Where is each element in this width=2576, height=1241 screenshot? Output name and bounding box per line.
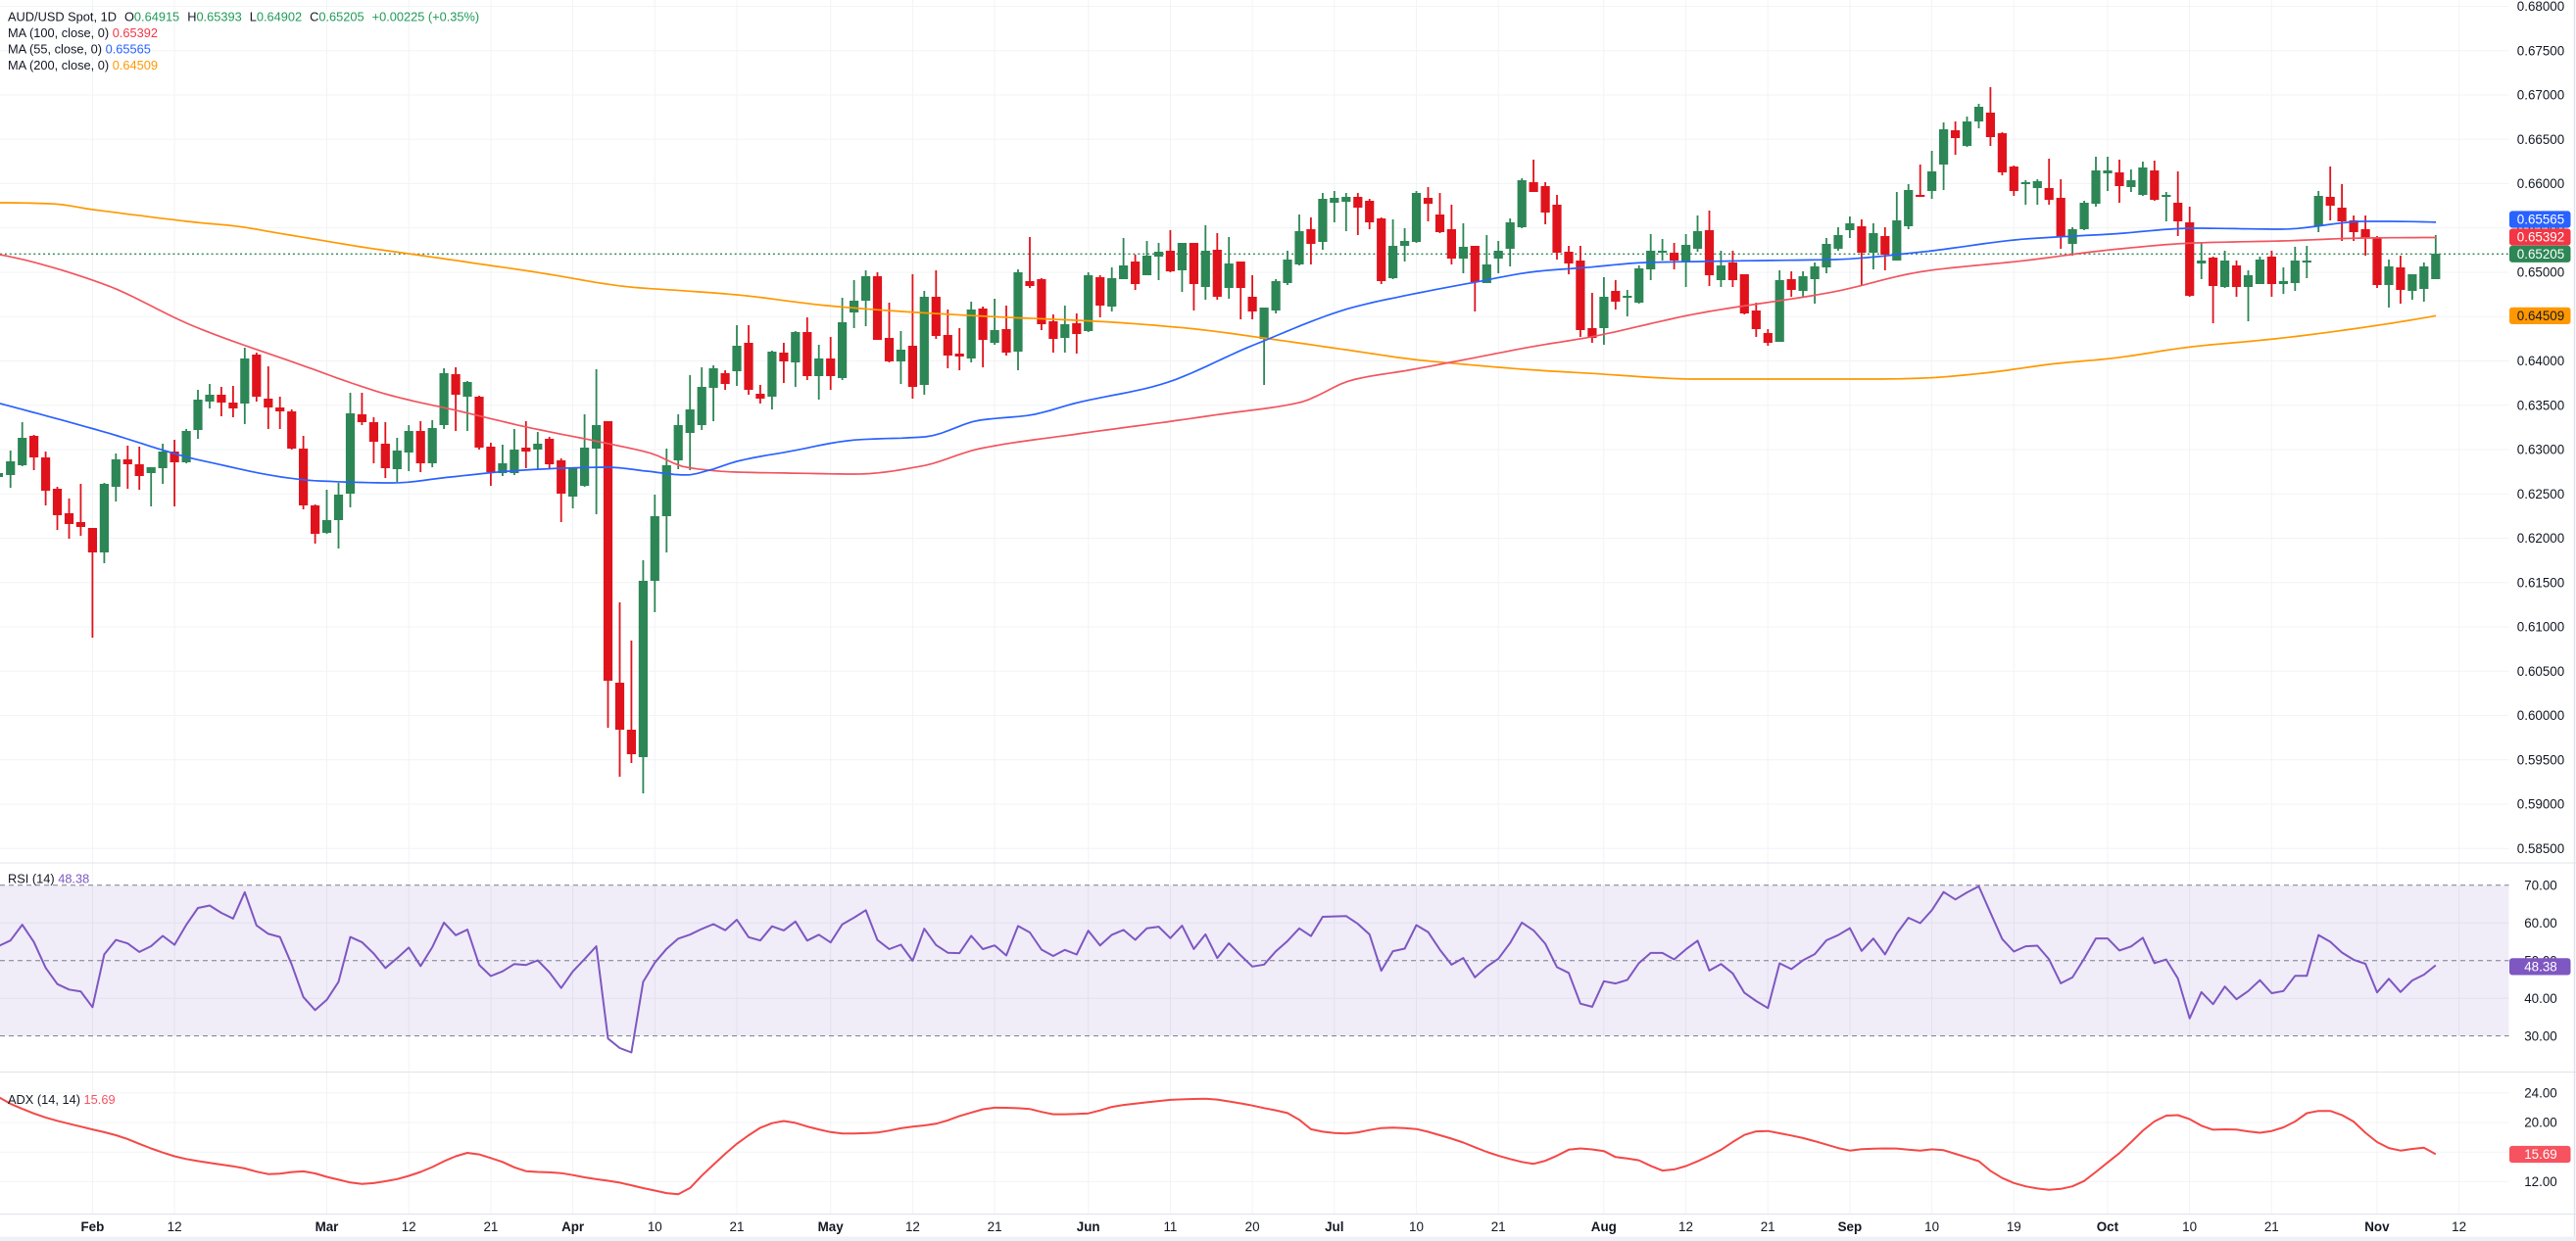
- svg-text:15.69: 15.69: [2524, 1147, 2557, 1162]
- svg-text:0.62500: 0.62500: [2517, 487, 2564, 501]
- svg-text:Oct: Oct: [2097, 1219, 2119, 1234]
- svg-text:RSI (14) 48.38: RSI (14) 48.38: [8, 872, 89, 886]
- svg-text:0.67000: 0.67000: [2517, 88, 2564, 103]
- svg-text:21: 21: [988, 1219, 1002, 1234]
- svg-text:MA (55, close, 0) 0.65565: MA (55, close, 0) 0.65565: [8, 42, 151, 57]
- svg-text:12: 12: [402, 1219, 416, 1234]
- svg-text:0.59500: 0.59500: [2517, 753, 2564, 768]
- svg-text:19: 19: [2007, 1219, 2021, 1234]
- svg-text:Apr: Apr: [561, 1219, 585, 1234]
- svg-text:12.00: 12.00: [2524, 1174, 2557, 1189]
- svg-text:12: 12: [2452, 1219, 2466, 1234]
- svg-text:0.60000: 0.60000: [2517, 708, 2564, 723]
- svg-text:21: 21: [730, 1219, 745, 1234]
- svg-text:0.60500: 0.60500: [2517, 664, 2564, 679]
- svg-text:70.00: 70.00: [2524, 879, 2557, 893]
- svg-text:12: 12: [1678, 1219, 1693, 1234]
- svg-text:21: 21: [483, 1219, 498, 1234]
- svg-text:MA (200, close, 0) 0.64509: MA (200, close, 0) 0.64509: [8, 58, 158, 72]
- svg-text:0.62000: 0.62000: [2517, 531, 2564, 546]
- svg-text:12: 12: [905, 1219, 920, 1234]
- svg-text:0.61000: 0.61000: [2517, 620, 2564, 635]
- svg-text:0.67500: 0.67500: [2517, 44, 2564, 59]
- svg-text:0.59000: 0.59000: [2517, 797, 2564, 812]
- svg-text:48.38: 48.38: [2524, 960, 2557, 975]
- svg-text:10: 10: [648, 1219, 662, 1234]
- svg-text:MA (100, close, 0) 0.65392: MA (100, close, 0) 0.65392: [8, 25, 158, 40]
- svg-text:0.64509: 0.64509: [2517, 309, 2564, 323]
- svg-text:0.65392: 0.65392: [2517, 230, 2564, 245]
- svg-text:11: 11: [1163, 1219, 1177, 1234]
- svg-text:Aug: Aug: [1591, 1219, 1617, 1234]
- svg-text:21: 21: [2264, 1219, 2279, 1234]
- svg-text:30.00: 30.00: [2524, 1028, 2557, 1043]
- svg-text:Mar: Mar: [316, 1219, 340, 1234]
- svg-text:10: 10: [1409, 1219, 1424, 1234]
- svg-text:20: 20: [1245, 1219, 1260, 1234]
- svg-text:60.00: 60.00: [2524, 916, 2557, 931]
- svg-text:0.66000: 0.66000: [2517, 176, 2564, 191]
- svg-text:0.68000: 0.68000: [2517, 0, 2564, 14]
- svg-text:10: 10: [1924, 1219, 1939, 1234]
- svg-text:0.65565: 0.65565: [2517, 213, 2564, 227]
- svg-text:Jul: Jul: [1325, 1219, 1343, 1234]
- svg-text:Jun: Jun: [1077, 1219, 1100, 1234]
- svg-text:Sep: Sep: [1838, 1219, 1863, 1234]
- svg-text:May: May: [818, 1219, 845, 1234]
- svg-text:ADX (14, 14) 15.69: ADX (14, 14) 15.69: [8, 1092, 116, 1107]
- svg-text:21: 21: [1491, 1219, 1506, 1234]
- svg-text:0.63000: 0.63000: [2517, 443, 2564, 457]
- svg-text:0.64000: 0.64000: [2517, 354, 2564, 368]
- svg-text:20.00: 20.00: [2524, 1116, 2557, 1130]
- svg-text:Nov: Nov: [2364, 1219, 2390, 1234]
- svg-text:24.00: 24.00: [2524, 1086, 2557, 1101]
- svg-text:0.65205: 0.65205: [2517, 247, 2564, 262]
- svg-text:12: 12: [168, 1219, 182, 1234]
- svg-text:21: 21: [1761, 1219, 1775, 1234]
- svg-text:40.00: 40.00: [2524, 991, 2557, 1006]
- svg-text:0.66500: 0.66500: [2517, 132, 2564, 147]
- svg-text:0.61500: 0.61500: [2517, 576, 2564, 591]
- svg-text:0.58500: 0.58500: [2517, 841, 2564, 856]
- svg-text:0.65000: 0.65000: [2517, 265, 2564, 280]
- svg-text:0.63500: 0.63500: [2517, 398, 2564, 412]
- svg-text:10: 10: [2182, 1219, 2197, 1234]
- svg-text:Feb: Feb: [80, 1219, 104, 1234]
